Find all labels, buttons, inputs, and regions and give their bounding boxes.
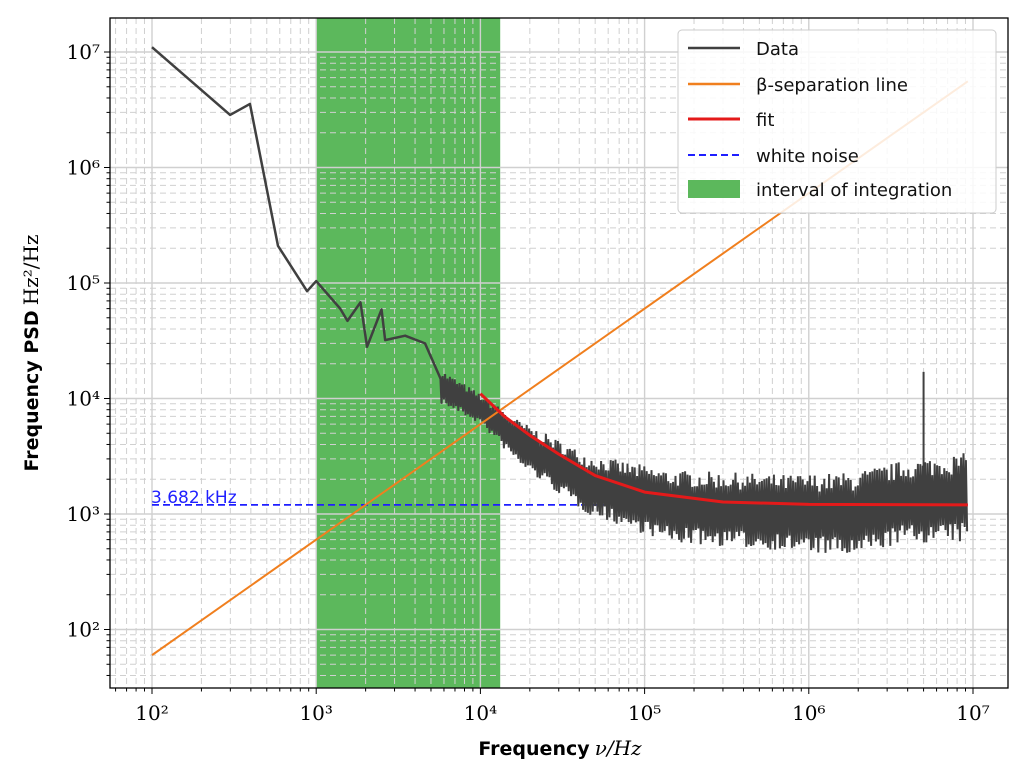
x-axis-label: Frequency ν/Hz: [478, 736, 642, 760]
legend-label-interval: interval of integration: [756, 180, 952, 201]
y-axis-label-math: Hz²/Hz: [19, 234, 43, 305]
y-axis-label: Frequency PSD Hz²/Hz: [19, 234, 43, 471]
integration-interval-band: [316, 18, 501, 688]
y-tick-label: 10³: [67, 502, 100, 526]
x-tick-label: 10⁴: [464, 701, 497, 725]
y-tick-label: 10²: [67, 618, 100, 642]
x-axis-label-math: ν/Hz: [595, 736, 642, 760]
legend: Data β-separation line fit white noise i…: [677, 29, 997, 214]
y-axis-label-bold: Frequency PSD: [21, 310, 43, 471]
legend-label-fit: fit: [756, 110, 774, 131]
ticks: 10² 10³ 10⁴ 10⁵ 10⁶ 10⁷ 10² 10³ 10⁴ 10⁵ 10⁶ 10⁷: [67, 40, 990, 725]
y-tick-label: 10⁷: [67, 40, 100, 64]
white-noise-annotation: 3.682 kHz: [151, 488, 237, 508]
fit-line: [479, 392, 968, 507]
x-tick-label: 10⁶: [792, 701, 825, 725]
integration-interval-layer: [316, 18, 501, 688]
series-layer: [151, 46, 969, 656]
legend-label-data: Data: [756, 39, 799, 60]
data-line-noise: [439, 374, 969, 553]
legend-label-white-noise: white noise: [756, 146, 859, 167]
legend-swatch-interval: [688, 180, 740, 198]
y-tick-label: 10⁵: [67, 271, 100, 295]
x-tick-label: 10⁷: [956, 701, 989, 725]
x-tick-label: 10²: [135, 701, 168, 725]
data-line-low-frequency: [151, 46, 481, 405]
y-tick-label: 10⁴: [67, 387, 100, 411]
x-axis-label-bold: Frequency: [478, 738, 590, 760]
y-tick-label: 10⁶: [67, 156, 100, 180]
x-tick-label: 10⁵: [628, 701, 661, 725]
legend-box: [677, 29, 997, 214]
legend-label-separation: β-separation line: [756, 75, 908, 96]
x-tick-label: 10³: [299, 701, 332, 725]
